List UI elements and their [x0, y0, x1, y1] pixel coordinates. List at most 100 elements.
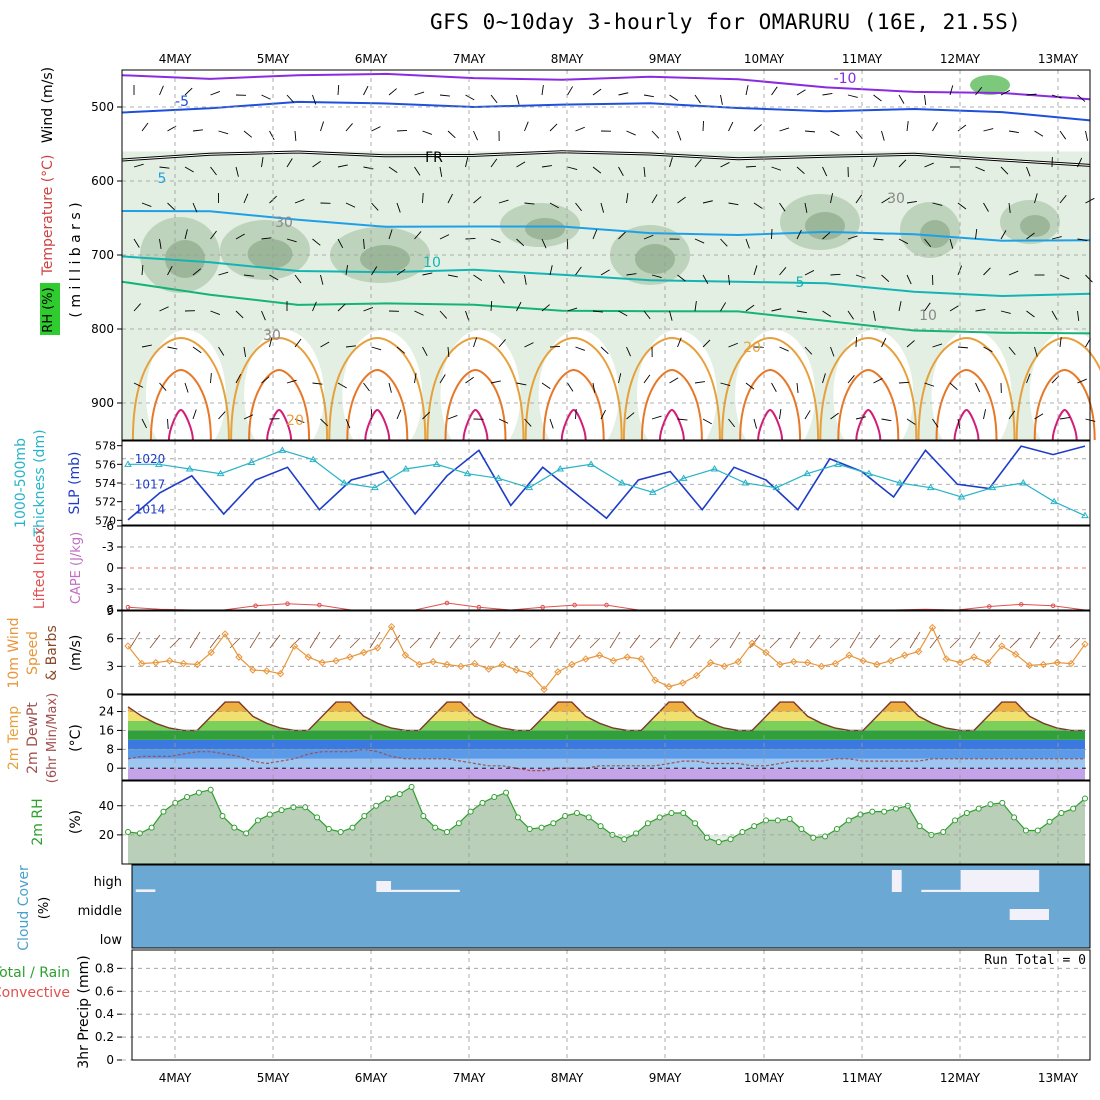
rh2m-marker	[491, 794, 498, 801]
temp-contour-1	[121, 100, 1091, 122]
wind-barb	[1077, 310, 1080, 321]
wind-barb	[1008, 346, 1016, 356]
wind-barb	[414, 373, 417, 384]
cloud-ylabel: Cloud Cover	[16, 865, 32, 951]
wind-barb	[771, 86, 778, 96]
rh2m-marker	[1082, 795, 1088, 802]
wind-barb	[822, 166, 828, 177]
wind10-marker	[387, 622, 396, 631]
thick-tick-label: 570	[95, 514, 116, 527]
temp-band	[128, 730, 1085, 740]
wind-barb	[822, 92, 833, 96]
rh2m-marker	[455, 820, 462, 827]
wind10-marker	[1039, 660, 1048, 669]
wind-barb	[1077, 94, 1086, 102]
temp-ytick: 24	[99, 705, 114, 719]
rh2m-marker	[467, 808, 474, 815]
wind10-barb	[429, 631, 441, 649]
wind-barb	[388, 229, 393, 240]
wind-barb	[745, 85, 749, 96]
temp-contour-20-loop	[328, 336, 427, 441]
wind-barb	[159, 382, 167, 391]
temp-contour-5	[121, 280, 1091, 335]
date-label-top: 9MAY	[649, 52, 682, 66]
wind-barb	[363, 306, 373, 312]
rh2m-marker	[195, 789, 202, 796]
thickness-marker	[247, 458, 256, 465]
wind-barb	[243, 414, 254, 420]
rh2m-marker	[739, 828, 746, 835]
wind-barb	[396, 409, 402, 420]
temp-contour-3	[121, 210, 1091, 242]
wind10-marker	[790, 658, 798, 666]
wind-barb	[422, 130, 433, 135]
rh2m-marker	[538, 824, 545, 831]
wind-barb	[855, 274, 866, 279]
wind10-marker	[318, 658, 326, 667]
rh2m-marker	[172, 799, 179, 806]
temp-contour-30-loop	[855, 408, 882, 441]
wind-barb	[567, 382, 574, 392]
wind-barb	[345, 123, 353, 132]
wind-barb	[694, 238, 705, 244]
wind-barb	[779, 267, 787, 276]
wind-barb	[1059, 416, 1070, 420]
wind-barb	[830, 346, 835, 357]
wind-barb	[600, 202, 605, 213]
wind-barb	[363, 85, 369, 96]
temp-ytick: 16	[99, 723, 114, 737]
rh2m-marker	[1034, 827, 1041, 834]
wind10-marker	[998, 642, 1006, 650]
wind10-marker	[262, 667, 271, 675]
date-label-top: 6MAY	[355, 52, 388, 66]
temp-contour-4	[121, 255, 1091, 298]
thickness-marker	[895, 479, 904, 486]
rh2m-marker	[1046, 818, 1053, 825]
wind-barb	[184, 229, 188, 240]
wind-barb	[830, 273, 841, 276]
wind10-marker	[568, 660, 576, 669]
thickness-marker	[710, 465, 719, 472]
wind-barb	[651, 274, 662, 279]
wind-barb	[694, 94, 701, 104]
thickness-marker	[401, 465, 410, 472]
lifted-index-marker	[1018, 602, 1024, 607]
wind-barb	[337, 238, 344, 249]
wind10-barb	[949, 637, 961, 649]
wind-barb	[804, 130, 816, 133]
rh-dry-pocket	[342, 330, 423, 460]
wind-barb	[1008, 202, 1011, 213]
temp2m-ylabel-2: 2m DewPt	[25, 702, 41, 774]
date-label-bottom: 8MAY	[551, 1071, 584, 1085]
wind-barb	[396, 346, 406, 354]
wind-barb	[388, 166, 398, 173]
wind10-marker	[734, 658, 742, 666]
wind-barb	[881, 197, 891, 204]
wind10-marker	[193, 660, 202, 669]
wind-barb	[567, 86, 574, 96]
wind-frame	[121, 610, 1091, 695]
lifted-index-marker	[476, 604, 482, 610]
wind-barb	[779, 202, 786, 212]
rh2m-marker	[692, 820, 699, 827]
wind-barb	[447, 130, 456, 139]
precip-ytick: 0.2	[95, 1030, 114, 1044]
wind10-barb	[909, 631, 921, 649]
wind-barb	[1008, 130, 1019, 134]
wind-barb	[312, 238, 321, 246]
wind-barb	[873, 238, 884, 241]
wind-barb	[745, 165, 757, 168]
wind10-marker	[1067, 659, 1075, 668]
wind-barb	[439, 166, 443, 177]
wind-barb	[975, 229, 978, 240]
wind-barb	[184, 382, 189, 393]
wind-barb	[822, 232, 831, 240]
precip-ytick: 0.4	[95, 1007, 114, 1021]
rh2m-marker	[952, 817, 959, 824]
thickness-marker	[371, 483, 379, 491]
wind10-ylabel-1: 10m Wind	[6, 617, 22, 688]
wind10-marker	[332, 657, 340, 665]
wind-barb	[804, 346, 813, 355]
wind10-barb	[249, 631, 261, 649]
wind-barb	[779, 409, 782, 420]
